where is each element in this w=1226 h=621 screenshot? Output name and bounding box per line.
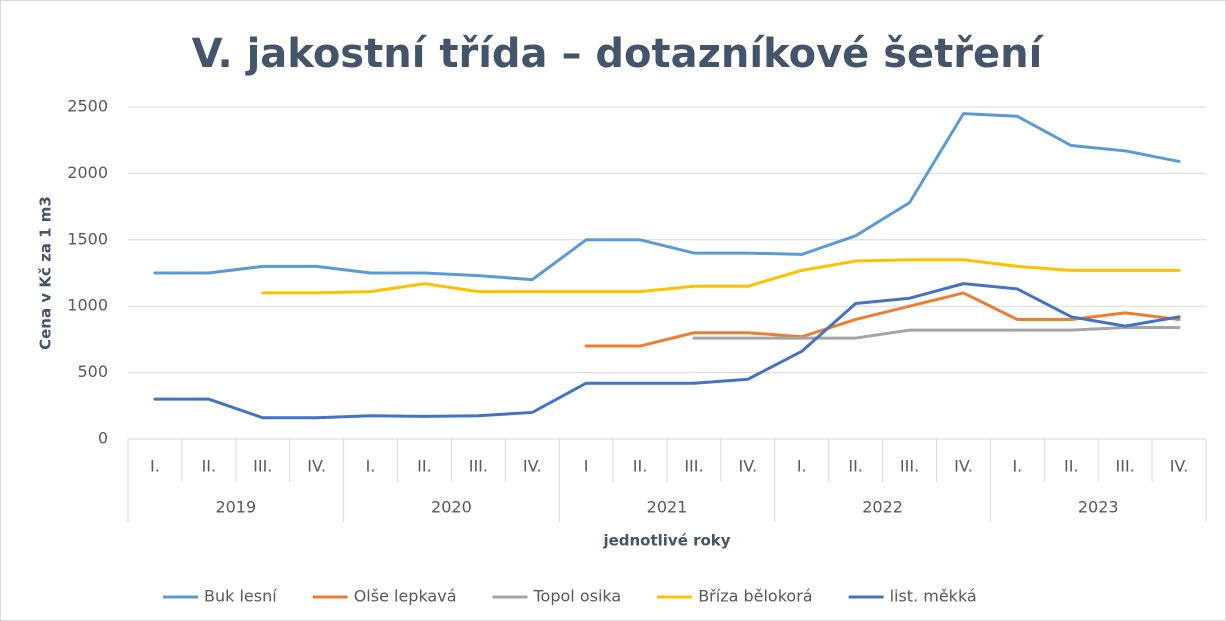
x-tick-label: IV.: [523, 457, 542, 476]
series-line: [153, 282, 1181, 420]
x-tick-label: IV.: [739, 457, 758, 476]
x-axis-title: jednotlivé roky: [602, 532, 730, 550]
x-tick-label: III.: [684, 457, 703, 476]
x-tick-label: II.: [202, 457, 217, 476]
series-line: [261, 258, 1181, 295]
x-tick-label: III.: [900, 457, 919, 476]
y-tick-label: 1000: [67, 296, 108, 315]
y-tick-label: 500: [77, 362, 108, 381]
group-label: 2020: [431, 498, 472, 517]
x-tick-label: III.: [253, 457, 272, 476]
legend-label: list. měkká: [890, 587, 977, 606]
x-tick-label: III.: [1116, 457, 1135, 476]
x-tick-label: I.: [1012, 457, 1022, 476]
y-tick-label: 1500: [67, 229, 108, 248]
group-label: 2021: [647, 498, 688, 517]
legend-label: Topol osika: [533, 587, 622, 606]
x-tick-label: II.: [1064, 457, 1079, 476]
x-tick-label: I.: [150, 457, 160, 476]
y-tick-label: 2000: [67, 163, 108, 182]
legend-label: Olše lepkavá: [354, 587, 457, 606]
legend-label: Buk lesní: [204, 587, 277, 606]
y-tick-label: 2500: [67, 97, 108, 116]
x-tick-label: I.: [797, 457, 807, 476]
x-tick-label: I.: [366, 457, 376, 476]
chart-title: V. jakostní třída – dotazníkové šetření: [192, 31, 1045, 77]
x-tick-label: IV.: [954, 457, 973, 476]
y-tick-label: 0: [98, 429, 108, 448]
series-line: [692, 325, 1181, 340]
x-tick-label: II.: [633, 457, 648, 476]
y-axis-title: Cena v Kč za 1 m3: [37, 196, 55, 350]
x-tick-label: II.: [848, 457, 863, 476]
x-tick-label: IV.: [1170, 457, 1189, 476]
x-tick-label: II.: [417, 457, 432, 476]
legend-label: Bříza bělokorá: [698, 587, 812, 606]
x-tick-label: III.: [469, 457, 488, 476]
group-label: 2023: [1078, 498, 1119, 517]
x-tick-label: IV.: [307, 457, 326, 476]
group-label: 2019: [215, 498, 256, 517]
series-line: [153, 112, 1181, 282]
group-label: 2022: [862, 498, 903, 517]
x-tick-label: I: [584, 457, 589, 476]
